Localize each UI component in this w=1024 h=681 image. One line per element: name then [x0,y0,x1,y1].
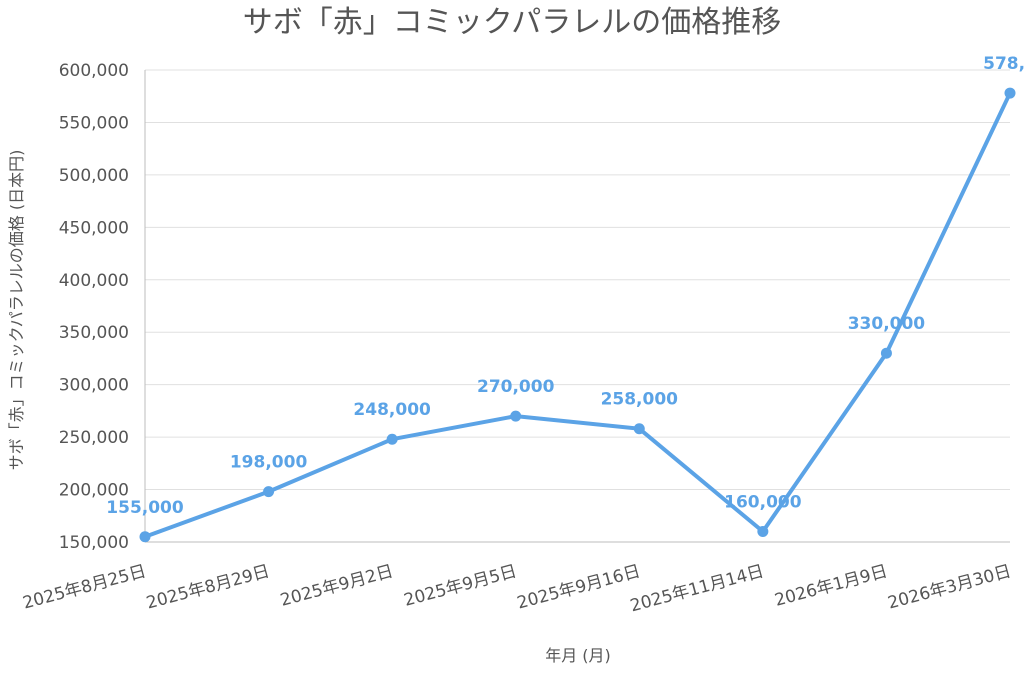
data-point [263,486,275,498]
y-tick-label: 200,000 [59,481,129,501]
series-price [139,87,1016,543]
data-point [880,347,892,359]
series-line [143,91,1012,539]
data-point [139,531,151,543]
x-tick-label: 2025年8月29日 [144,562,272,614]
data-point [633,423,645,435]
data-label: 155,000 [106,498,184,518]
x-tick-label: 2025年9月5日 [402,562,519,611]
data-labels: 155,000 198,000 248,000 270,000 258,000 160,0… [106,54,1024,518]
gridlines [145,69,1010,491]
x-tick-label: 2025年9月2日 [278,562,395,611]
x-tick-label: 2025年8月25日 [21,562,149,614]
x-tick-label: 2025年11月14日 [628,562,766,617]
axes [144,70,1010,543]
y-axis-ticks: 150,000 200,000 250,000 300,000 350,000 400,0… [59,61,129,553]
y-tick-label: 300,000 [59,376,129,396]
data-point [757,526,769,538]
x-axis-title: 年月 (月) [545,646,611,665]
data-label: 198,000 [230,453,308,473]
x-tick-label: 2026年1月9日 [773,562,890,611]
data-point [510,410,522,422]
y-tick-label: 150,000 [59,533,129,553]
data-point [386,433,398,445]
y-tick-label: 550,000 [59,113,129,133]
data-label: 270,000 [477,377,555,397]
data-label: 160,000 [724,493,802,513]
data-label: 248,000 [353,400,431,420]
x-tick-label: 2026年3月30日 [886,562,1014,614]
y-axis-title: サボ「赤」コミックパラレルの価格 (日本円) [7,150,26,471]
y-tick-label: 250,000 [59,428,129,448]
y-tick-label: 400,000 [59,271,129,291]
y-tick-label: 350,000 [59,323,129,343]
x-tick-label: 2025年9月16日 [515,562,643,614]
y-tick-label: 450,000 [59,218,129,238]
data-point [1004,87,1016,99]
y-tick-label: 500,000 [59,166,129,186]
data-label: 258,000 [601,390,679,410]
data-label: 330,000 [848,314,926,334]
y-tick-label: 600,000 [59,61,129,81]
chart-title: サボ「赤」コミックパラレルの価格推移 [243,5,782,40]
data-label: 578,0 [983,54,1024,74]
